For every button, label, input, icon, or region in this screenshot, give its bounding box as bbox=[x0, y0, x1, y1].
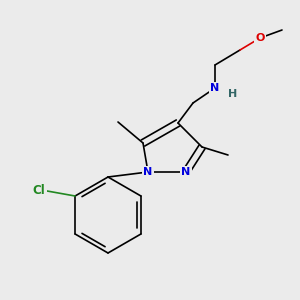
Text: N: N bbox=[182, 167, 190, 177]
Text: Cl: Cl bbox=[33, 184, 46, 197]
Text: N: N bbox=[210, 83, 220, 93]
Text: O: O bbox=[255, 33, 265, 43]
Text: N: N bbox=[143, 167, 153, 177]
Text: H: H bbox=[228, 89, 238, 99]
